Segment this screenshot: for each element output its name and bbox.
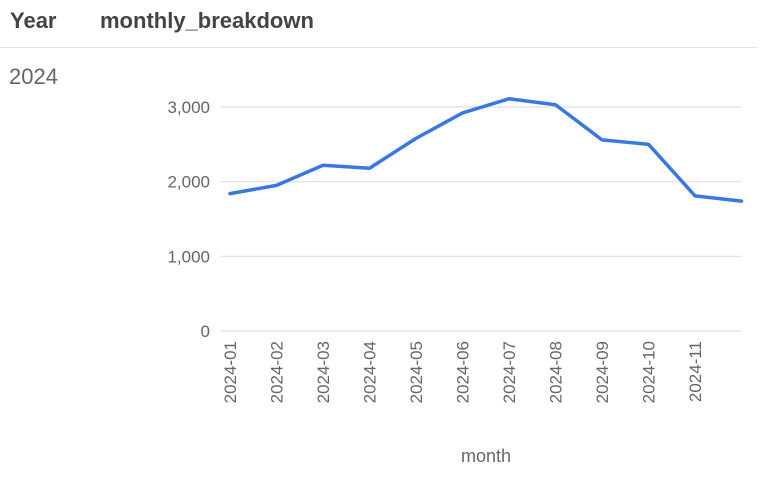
header-monthly-breakdown: monthly_breakdown <box>100 8 314 33</box>
x-axis-label: month <box>461 446 511 466</box>
x-tick-label: 2024-03 <box>314 341 333 403</box>
x-tick-label: 2024-06 <box>454 341 473 403</box>
x-tick-label: 2024-09 <box>593 341 612 403</box>
year-cell: 2024 <box>9 64 58 89</box>
x-tick-label: 2024-04 <box>361 341 380 403</box>
y-tick-label: 1,000 <box>167 247 210 266</box>
y-tick-label: 0 <box>201 322 210 341</box>
x-tick-label: 2024-08 <box>547 341 566 403</box>
header-divider <box>0 47 757 48</box>
x-tick-label: 2024-11 <box>686 341 705 402</box>
x-tick-label: 2024-02 <box>268 341 287 403</box>
x-tick-label: 2024-05 <box>407 341 426 403</box>
y-tick-label: 3,000 <box>167 98 210 117</box>
x-tick-label: 2024-10 <box>640 341 659 403</box>
x-tick-label: 2024-07 <box>500 341 519 403</box>
series-line <box>228 97 744 203</box>
y-tick-label: 2,000 <box>167 173 210 192</box>
header-year: Year <box>10 8 57 33</box>
x-tick-label: 2024-01 <box>221 341 240 403</box>
